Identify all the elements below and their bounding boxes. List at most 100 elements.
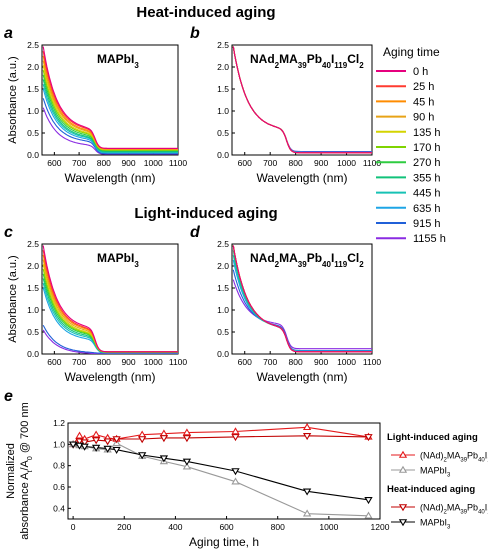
y-axis-label-a: Absorbance (a.u.) [7, 56, 19, 143]
y-tick-label-e: 1.0 [53, 439, 65, 449]
x-tick-label-a: 1000 [144, 158, 163, 168]
legend-e-light-maph-label: MAPbI3 [420, 466, 451, 479]
legend-e-light-title: Light-induced aging [387, 432, 478, 443]
legend-label-11: 1155 h [413, 233, 446, 245]
x-tick-label-d: 900 [314, 357, 328, 367]
x-tick-label-d: 700 [263, 357, 277, 367]
x-tick-label-e: 1000 [319, 522, 338, 532]
legend-label-3: 90 h [413, 112, 434, 124]
sample-label-a: MAPbI3 [97, 52, 139, 70]
x-tick-label-e: 1200 [371, 522, 390, 532]
legend-title: Aging time [383, 45, 440, 59]
legend-label-5: 170 h [413, 142, 441, 154]
point-heat_maph-0 [68, 441, 78, 449]
heading-heat: Heat-induced aging [136, 4, 275, 21]
point-heat_nad-9 [231, 434, 240, 442]
x-tick-label-c: 800 [97, 357, 111, 367]
series-line-heat_maph [73, 443, 369, 501]
spectrum-a-7 [42, 79, 178, 153]
axes-frame-e [67, 422, 381, 520]
x-tick-label-e: 600 [219, 522, 233, 532]
point-light_maph-9 [231, 477, 240, 485]
x-tick-label-c: 1000 [144, 357, 163, 367]
x-tick-label-a: 1100 [169, 158, 188, 168]
point-heat_nad-10 [302, 433, 312, 441]
spectrum-c-2 [42, 254, 178, 353]
spectrum-b-0 [232, 46, 372, 154]
spectrum-c-1 [42, 250, 178, 353]
y-axis-label-e-1: Normalized [5, 443, 17, 499]
x-tick-label-e: 800 [271, 522, 285, 532]
legend-e-light-nad-marker [398, 450, 408, 458]
spectrum-d-9 [232, 259, 372, 352]
x-tick-label-d: 800 [289, 357, 303, 367]
spectrum-a-8 [42, 84, 178, 153]
point-heat_nad-8 [182, 435, 192, 443]
axes-frame-b [231, 44, 373, 156]
point-heat_nad-11 [364, 434, 373, 442]
point-heat_maph-9 [231, 468, 240, 476]
point-light_maph-11 [364, 511, 373, 519]
panel-letter-b: b [190, 25, 200, 42]
point-heat_maph-11 [364, 497, 373, 505]
spectra-d [232, 245, 372, 353]
x-axis-label-a: Wavelength (nm) [65, 171, 156, 185]
panel-letter-e: e [4, 388, 13, 405]
x-tick-label-a: 700 [72, 158, 86, 168]
legend-label-9: 635 h [413, 203, 441, 215]
x-tick-label-d: 1100 [363, 357, 382, 367]
point-heat_nad-4 [103, 438, 112, 446]
legend-label-4: 135 h [413, 127, 441, 139]
x-tick-label-b: 800 [289, 158, 303, 168]
legend-e-heat-nad-marker [398, 504, 408, 512]
axes-frame-a [41, 44, 179, 156]
y-tick-label-b: 2.5 [217, 40, 229, 50]
legend-label-8: 445 h [413, 188, 441, 200]
spectrum-c-3 [42, 259, 178, 353]
spectrum-d-8 [232, 255, 372, 352]
legend-e-heat-maph-label: MAPbI3 [420, 518, 451, 531]
point-light_maph-10 [302, 509, 312, 517]
y-axis-label-e-2: absorbance At/A0 @ 700 nm [19, 402, 34, 540]
spectrum-a-3 [42, 60, 178, 150]
y-tick-label-c: 2.0 [27, 261, 39, 271]
spectrum-c-11 [42, 329, 178, 354]
legend-label-7: 355 h [413, 172, 441, 184]
point-light_nad-10 [302, 422, 312, 431]
y-tick-label-e: 0.4 [53, 503, 65, 513]
y-tick-label-a: 2.0 [27, 62, 39, 72]
y-tick-label-b: 0.5 [217, 128, 229, 138]
y-tick-label-e: 1.2 [53, 418, 65, 428]
point-heat_maph-3 [91, 444, 101, 452]
spectrum-a-5 [42, 69, 178, 151]
y-tick-label-e: 0.6 [53, 482, 65, 492]
point-light_nad-3 [91, 430, 101, 438]
x-tick-label-b: 1100 [363, 158, 382, 168]
y-tick-label-c: 2.5 [27, 239, 39, 249]
point-heat_maph-4 [103, 445, 112, 453]
point-heat_nad-5 [112, 436, 121, 444]
sample-label-b: NAd2MA39Pb40I119Cl2 [250, 52, 364, 70]
x-tick-label-e: 400 [168, 522, 182, 532]
spectrum-a-2 [42, 55, 178, 150]
y-tick-label-a: 0.0 [27, 150, 39, 160]
point-heat_nad-7 [159, 435, 169, 443]
y-tick-label-b: 2.0 [217, 62, 229, 72]
x-tick-label-a: 600 [47, 158, 61, 168]
legend-e-heat-maph-marker [398, 519, 408, 527]
point-light_nad-1 [75, 431, 84, 439]
spectrum-d-0 [232, 245, 372, 353]
spectrum-a-0 [42, 46, 178, 149]
point-heat_nad-6 [138, 436, 147, 444]
y-tick-label-d: 0.5 [217, 327, 229, 337]
x-tick-label-b: 1000 [337, 158, 356, 168]
x-axis-label-c: Wavelength (nm) [65, 370, 156, 384]
legend-e-heat-nad-label: (NAd)2MA39Pb40I119Cl2 [420, 503, 488, 516]
x-tick-label-c: 900 [121, 357, 135, 367]
sample-label-d: NAd2MA39Pb40I119Cl2 [250, 251, 364, 269]
y-tick-label-c: 0.5 [27, 327, 39, 337]
series-heat_maph [68, 441, 373, 505]
point-light_nad-8 [182, 428, 192, 436]
point-light_nad-9 [231, 427, 240, 435]
